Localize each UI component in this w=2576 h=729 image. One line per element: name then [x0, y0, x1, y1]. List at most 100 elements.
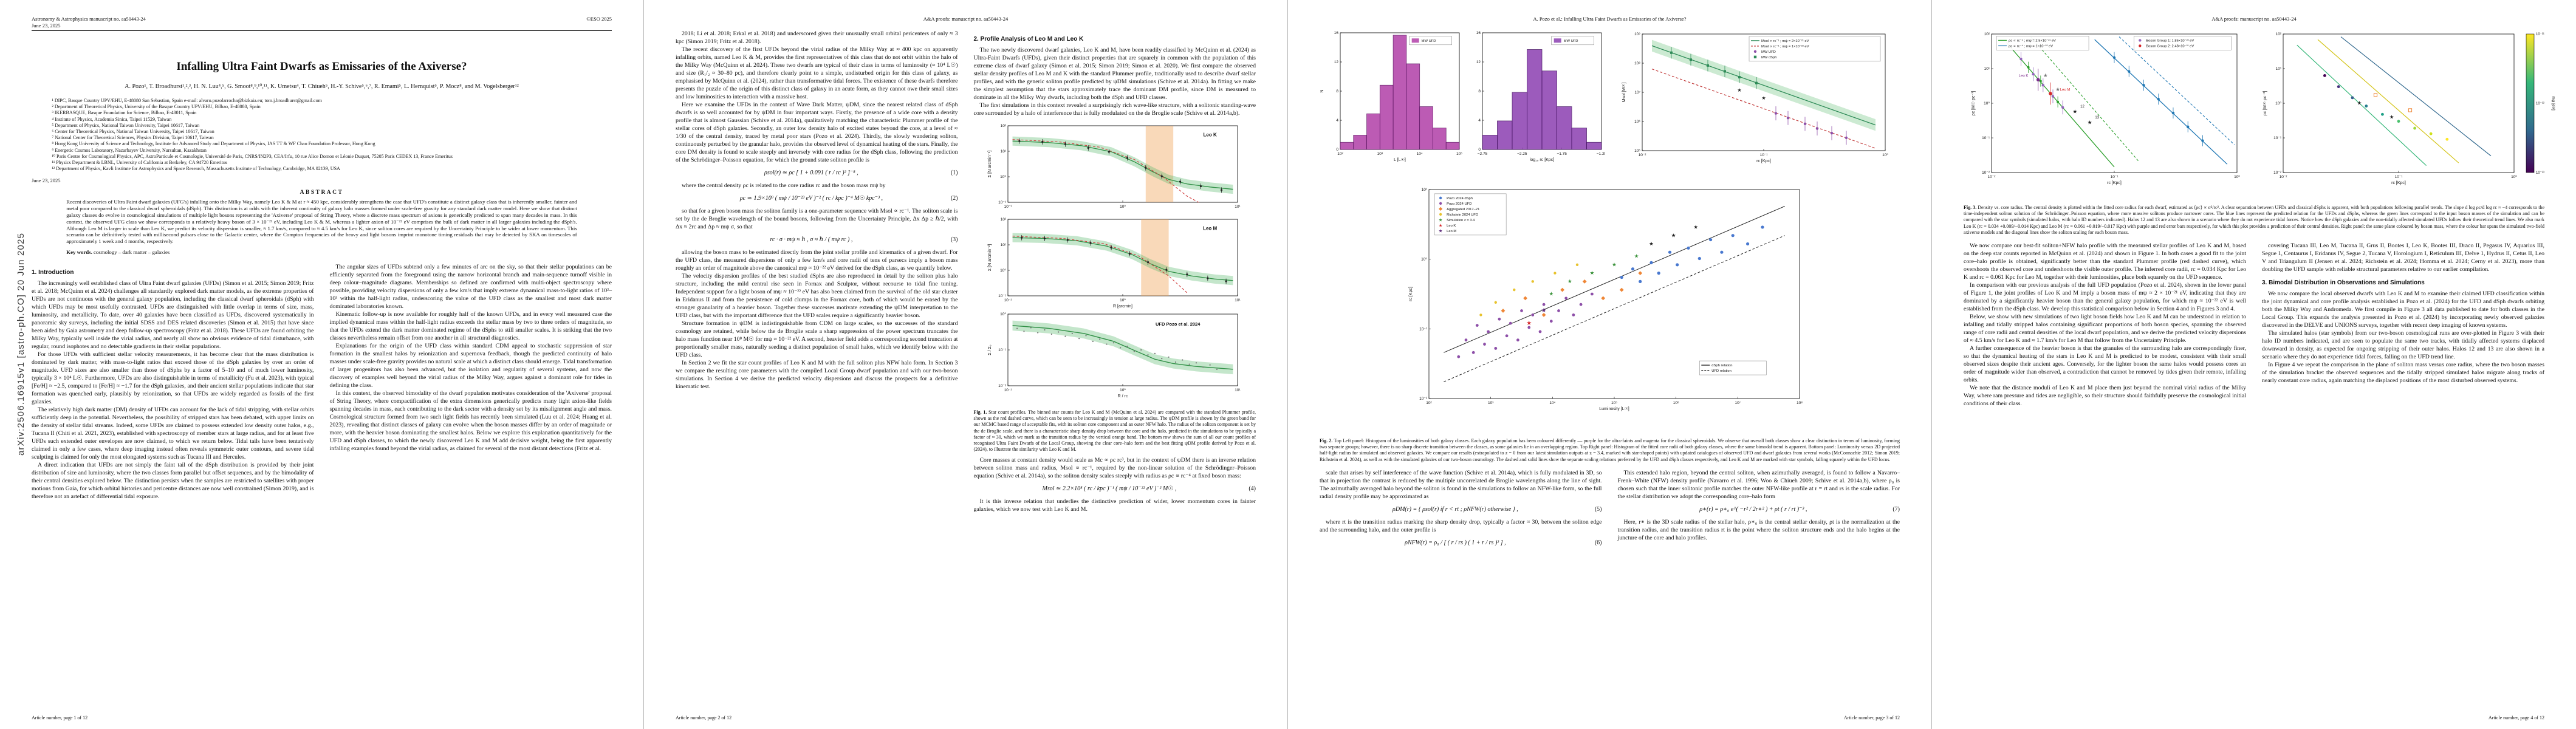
svg-text:ρc ∝ rc⁻⁴ ; mψ = 2.5×10⁻²¹ eV: ρc ∝ rc⁻⁴ ; mψ = 2.5×10⁻²¹ eV: [2009, 38, 2056, 43]
equation-body: ρ∗(r) = ρ∗₀ e^( −r² / 2r∗² ) + ρt ( r / …: [1699, 505, 1807, 513]
soliton-mass-radius-chart: 10⁻² 10⁻¹ 10⁰ 10⁵ 10⁶ 10⁷ 10⁸ 10⁹ rc [Kpc] Msol […: [1622, 32, 1888, 163]
date-line: June 23, 2025: [32, 22, 61, 29]
body-columns: scale that arises by self interference o…: [1320, 469, 1900, 552]
column-right: This extended halo region, beyond the ce…: [1618, 469, 1900, 552]
svg-text:Leo M: Leo M: [1447, 230, 1456, 233]
figure-3-density-radius-colored: 10⁻² 10⁻¹ 10⁰ 10⁻² 10⁻¹ 10⁰ 10¹ 10² rc [Kpc] ρc […: [2255, 26, 2559, 202]
svg-text:10⁻¹: 10⁻¹: [2273, 136, 2282, 140]
equation-number: (5): [1594, 505, 1602, 513]
svg-text:10¹: 10¹: [1000, 149, 1006, 154]
paragraph: ⁴ Institute of Physics, Academia Sinica,…: [52, 116, 172, 122]
paragraph: The two newly discovered dwarf galaxies,…: [973, 47, 1256, 101]
column-left: We now compare our best-fit soliton+NFW …: [1964, 242, 2246, 408]
svg-text:UFD Pozo et al. 2024: UFD Pozo et al. 2024: [1156, 321, 1201, 327]
density-core-radius-colored-chart: 10⁻² 10⁻¹ 10⁰ 10⁻² 10⁻¹ 10⁰ 10¹ 10² rc [Kpc] ρc […: [2263, 32, 2555, 185]
luminosity-histograms-chart: 10² 10³ 10⁴ 10⁵ 0 4 8 12 16 L [L☉] N MW UFD −2.75 −2.…: [1320, 31, 1607, 162]
svg-text:R [arcmin]: R [arcmin]: [1113, 304, 1132, 309]
figure-1-caption-label: Fig. 1.: [973, 409, 987, 415]
svg-text:rc [Kpc]: rc [Kpc]: [2391, 181, 2406, 185]
svg-text:10¹: 10¹: [1984, 67, 1990, 71]
svg-text:10²: 10²: [2276, 32, 2282, 36]
equation-number: (2): [950, 195, 958, 202]
svg-text:dSph relation: dSph relation: [1711, 364, 1732, 368]
running-head: A&A proofs: manuscript no. aa50443-24: [923, 16, 1009, 22]
svg-text:10⁰: 10⁰: [1000, 312, 1006, 317]
svg-text:10⁻¹: 10⁻¹: [1982, 136, 1990, 140]
svg-text:R / rc: R / rc: [1117, 394, 1128, 399]
svg-text:10⁰: 10⁰: [1421, 258, 1427, 262]
svg-text:10⁴: 10⁴: [1417, 152, 1423, 156]
svg-text:Leo K: Leo K: [1447, 224, 1456, 228]
svg-text:★: ★: [1549, 291, 1553, 297]
svg-text:8: 8: [1336, 89, 1338, 94]
svg-text:10²: 10²: [1337, 152, 1343, 156]
paragraph: Below, we show with new simulations of t…: [1964, 313, 2246, 344]
paragraph: Core masses at constant density would sc…: [973, 457, 1256, 480]
equation-number: (1): [950, 169, 958, 176]
figure-2-caption: Fig. 2. Top Left panel: Histogram of the…: [1320, 438, 1900, 463]
abstract-heading: ABSTRACT: [300, 190, 344, 196]
svg-text:10⁰: 10⁰: [1120, 205, 1126, 209]
equation-number: (7): [1893, 505, 1900, 513]
svg-text:★: ★: [1761, 95, 1766, 101]
section-2-text-continued: Core masses at constant density would sc…: [974, 456, 1256, 513]
paragraph: Structure formation in ψDM is indistingu…: [676, 320, 958, 358]
svg-text:10⁻²³: 10⁻²³: [2536, 171, 2544, 175]
svg-text:10⁸: 10⁸: [1634, 61, 1640, 66]
svg-text:Luminosity [L☉]: Luminosity [L☉]: [1599, 407, 1629, 411]
svg-text:10³: 10³: [1487, 401, 1493, 405]
equation-body: ρsol(r) ≃ ρc [ 1 + 0.091 ( r / rc )² ]⁻⁸…: [764, 169, 858, 176]
svg-text:★: ★: [2055, 86, 2060, 92]
svg-text:12: 12: [1334, 60, 1339, 64]
svg-text:10⁰: 10⁰: [1000, 269, 1006, 273]
figure-2-caption-text: Top Left panel: Histogram of the luminos…: [1320, 438, 1900, 462]
svg-text:10⁻¹: 10⁻¹: [2111, 175, 2119, 179]
svg-text:−1.75: −1.75: [1557, 152, 1567, 156]
manuscript-line: Astronomy & Astrophysics manuscript no. …: [32, 16, 146, 22]
svg-text:16: 16: [1334, 31, 1339, 35]
column-right: 2. Profile Analysis of Leo M and Leo K Th…: [974, 30, 1256, 513]
svg-text:10⁰: 10⁰: [2234, 175, 2240, 179]
figure-2-caption-label: Fig. 2.: [1320, 438, 1333, 443]
svg-text:10⁻¹: 10⁻¹: [998, 200, 1007, 205]
paragraph: ⁹ Energetic Cosmos Laboratory, Nazarbaye…: [52, 147, 207, 153]
figure-2-top-row: 10² 10³ 10⁴ 10⁵ 0 4 8 12 16 L [L☉] N MW UFD −2.75 −2.…: [1320, 26, 1900, 177]
svg-text:MW dSph: MW dSph: [1761, 56, 1776, 60]
equation-body: ρc ≃ 1.9×10⁹ ( mψ / 10⁻²³ eV )⁻² ( rc / …: [739, 195, 883, 202]
figure-2-mass-radius: 10⁻² 10⁻¹ 10⁰ 10⁵ 10⁶ 10⁷ 10⁸ 10⁹ rc [Kpc] Msol […: [1614, 26, 1900, 177]
svg-text:Msol ∝ rc⁻¹ ; mψ = 1×10⁻²² eV: Msol ∝ rc⁻¹ ; mψ = 1×10⁻²² eV: [1761, 45, 1809, 49]
svg-text:10²: 10²: [1000, 124, 1006, 128]
body-columns: 2018; Li et al. 2018; Erkal et al. 2018)…: [676, 30, 1256, 513]
section-heading: 1. Introduction: [32, 269, 74, 276]
svg-text:4: 4: [1336, 118, 1338, 123]
equation: rc · σ · mψ ≈ ℏ , σ ≈ ℏ / ( mψ rc ) , (3): [676, 236, 957, 244]
running-head: Astronomy & Astrophysics manuscript no. …: [32, 16, 612, 29]
page-2: A&A proofs: manuscript no. aa50443-24 20…: [644, 0, 1288, 729]
svg-text:Σ / Σ₀: Σ / Σ₀: [988, 344, 992, 355]
equation-body: ρDM(r) = { ρsol(r) if r < rt ; ρNFW(r) o…: [1392, 505, 1518, 513]
paragraph: The relatively high dark matter (DM) den…: [32, 406, 314, 461]
paragraph: Here we examine the UFDs in the context …: [676, 101, 958, 163]
svg-text:10⁻²¹: 10⁻²¹: [2536, 33, 2544, 36]
author-list: A. Pozo¹, T. Broadhurst¹,²,³, H. N. Luu⁴…: [125, 83, 519, 90]
svg-text:★: ★: [1438, 222, 1442, 228]
svg-text:★: ★: [1541, 307, 1546, 314]
svg-text:MW UFD: MW UFD: [1564, 39, 1578, 43]
svg-text:10⁷: 10⁷: [1634, 91, 1640, 95]
paragraph: The recent discovery of the first UFDs b…: [676, 46, 958, 100]
paragraph: Here, r∗ is the 3D scale radius of the s…: [1617, 518, 1900, 541]
svg-text:10⁵: 10⁵: [1611, 401, 1617, 405]
paragraph: ¹¹ Physics Department & LBNL, University…: [52, 160, 228, 166]
column-left: 2018; Li et al. 2018; Erkal et al. 2018)…: [676, 30, 958, 513]
equation: ρNFW(r) = ρ₀ / [ ( r / rs ) ( 1 + r / rs…: [1320, 539, 1601, 547]
svg-text:★: ★: [1671, 232, 1676, 238]
svg-text:★: ★: [1526, 320, 1532, 327]
paragraph: so that for a given boson mass the solit…: [676, 208, 958, 230]
svg-text:10¹: 10¹: [1235, 205, 1241, 209]
paragraph: For those UFDs with sufficient stellar v…: [32, 351, 314, 406]
svg-text:MW UFD: MW UFD: [1422, 39, 1436, 43]
paper-title: Infalling Ultra Faint Dwarfs as Emissari…: [176, 60, 467, 73]
svg-text:L [L☉]: L [L☉]: [1394, 158, 1406, 162]
